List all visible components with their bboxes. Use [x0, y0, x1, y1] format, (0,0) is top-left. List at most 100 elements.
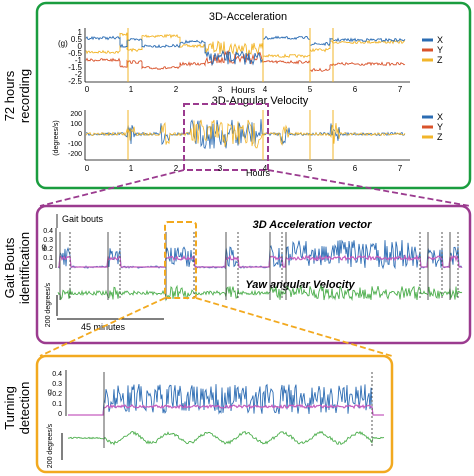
zoom-connector-left: [39, 169, 185, 207]
acc-xtick: 3: [218, 85, 223, 94]
gait-acc-mean-trace: [58, 254, 462, 268]
acc-ytick: -2.5: [68, 77, 82, 86]
acc-xtick: 0: [85, 85, 90, 94]
gait-ytick: 0.2: [43, 246, 53, 253]
acc-xtick: 1: [129, 85, 134, 94]
ang-xtick: 2: [174, 164, 179, 173]
angular-legend: X Y Z: [422, 112, 443, 142]
turn-ytick: 0.1: [52, 401, 62, 408]
angular-unit: (degrees/s): [53, 120, 60, 155]
turn-ytick: 0.2: [52, 391, 62, 398]
legend-x-label: X: [437, 112, 443, 122]
turning-frame: [35, 354, 394, 474]
acc-xtick: 5: [308, 85, 313, 94]
acc-ytick: -2: [75, 70, 83, 79]
ang-xtick: 1: [129, 164, 134, 173]
acceleration-trace-z: [85, 32, 406, 59]
acc-ytick: 1: [78, 28, 83, 37]
acc-ytick: 0.5: [71, 35, 83, 44]
ang-ytick: 200: [70, 111, 82, 118]
side-label-turning: Turning detection: [2, 382, 32, 435]
side-label-recording-line1: 72 hours: [2, 70, 17, 121]
acceleration-x-label: Hours: [231, 85, 256, 95]
gait-frame: [35, 204, 472, 345]
turning-acc-trace: [68, 383, 384, 416]
ang-ytick: 100: [70, 121, 82, 128]
ang-xtick: 4: [263, 164, 268, 173]
zoom-connector-right: [267, 169, 471, 207]
zoom2-connector-left: [39, 297, 166, 357]
acceleration-xticks: 0 1 2 3 4 5 6 7: [85, 85, 403, 94]
gait-yaw-title: Yaw angular Velocity: [245, 279, 355, 291]
side-label-gait: Gait Bouts identification: [2, 232, 32, 304]
side-label-recording-line2: recording: [17, 69, 32, 123]
acc-xtick: 4: [263, 85, 268, 94]
angular-xticks: 0 1 2 3 4 5 6 7: [85, 164, 403, 173]
ang-ytick: -100: [68, 141, 82, 148]
legend-z-label: Z: [437, 132, 443, 142]
ang-xtick: 5: [308, 164, 313, 173]
acc-xtick: 2: [174, 85, 179, 94]
recording-frame: [35, 1, 472, 190]
ang-xtick: 3: [218, 164, 223, 173]
ang-xtick: 6: [353, 164, 358, 173]
turn-ytick: 0.4: [52, 371, 62, 378]
turning-panel: 0.4 0.3 0.2 0.1 0 g 200 degrees/s: [47, 370, 385, 468]
gait-ytick: 0.3: [43, 237, 53, 244]
side-label-recording: 72 hours recording: [2, 69, 32, 123]
acceleration-unit: (g): [58, 39, 68, 48]
gait-y-unit: g: [42, 242, 46, 251]
legend-z-label: Z: [437, 55, 443, 65]
gait-legend-label: Gait bouts: [62, 214, 104, 224]
turn-ytick: 0.3: [52, 381, 62, 388]
acceleration-trace-y: [85, 49, 406, 73]
gait-yaw-trace: [57, 284, 463, 302]
angular-panel: 3D-Angular Velocity (degrees/s) 200 100 …: [53, 95, 443, 178]
acc-ytick: -1.5: [68, 63, 82, 72]
angular-trace-x: [86, 119, 406, 150]
ang-ytick: -200: [68, 151, 82, 158]
side-label-turning-line2: detection: [17, 382, 32, 435]
legend-x-label: X: [437, 35, 443, 45]
side-label-turning-line1: Turning: [2, 386, 17, 430]
acceleration-title: 3D-Acceleration: [209, 11, 287, 23]
acceleration-traces: [85, 28, 406, 82]
turn-ytick: 0: [58, 411, 62, 418]
side-label-gait-line2: identification: [17, 232, 32, 304]
gait-scale-label: 200 degrees/s: [45, 282, 52, 327]
turning-traces: [67, 372, 385, 448]
turning-yticks: 0.4 0.3 0.2 0.1 0: [52, 371, 62, 418]
ang-ytick: 0: [78, 131, 82, 138]
legend-y-label: Y: [437, 45, 443, 55]
zoom-selection-box: [183, 103, 269, 171]
angular-x-label: Hours: [246, 168, 271, 178]
angular-trace-z: [85, 119, 406, 149]
gait-acc-trace: [57, 239, 463, 270]
acc-ytick: 0: [78, 42, 83, 51]
zoom2-connector-right: [195, 297, 393, 357]
gait-ytick: 0.4: [43, 228, 53, 235]
angular-yticks: 200 100 0 -100 -200: [68, 111, 82, 158]
ang-xtick: 7: [398, 164, 403, 173]
acc-xtick: 7: [398, 85, 403, 94]
acc-xtick: 6: [353, 85, 358, 94]
ang-xtick: 0: [85, 164, 90, 173]
gait-acc-title: 3D Acceleration vector: [253, 219, 373, 231]
turning-scale-label: 200 degrees/s: [47, 423, 54, 468]
acceleration-legend: X Y Z: [422, 35, 443, 65]
acc-ytick: -0.5: [68, 49, 82, 58]
gait-ytick: 0.1: [43, 255, 53, 262]
acceleration-panel: 3D-Acceleration (g) 1 0.5 0 -0.5 -1 -1.5…: [58, 11, 443, 95]
gait-zoom-selection-box: [164, 221, 197, 299]
turning-y-unit: g: [48, 387, 52, 396]
acceleration-yticks: 1 0.5 0 -0.5 -1 -1.5 -2 -2.5: [68, 28, 82, 86]
side-label-gait-line1: Gait Bouts: [2, 237, 17, 298]
acc-ytick: -1: [75, 56, 83, 65]
legend-y-label: Y: [437, 122, 443, 132]
turning-yaw-trace: [67, 430, 385, 446]
acceleration-trace-x: [85, 35, 406, 66]
gait-ytick: 0: [49, 264, 53, 271]
gait-panel: Gait bouts 3D Acceleration vector Yaw an…: [42, 214, 463, 332]
turning-acc-mean-trace: [68, 403, 384, 416]
